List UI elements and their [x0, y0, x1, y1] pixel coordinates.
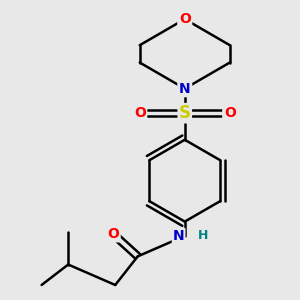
Text: S: S: [179, 104, 191, 122]
Text: N: N: [173, 229, 184, 243]
Text: O: O: [224, 106, 236, 120]
Text: O: O: [134, 106, 146, 120]
Text: H: H: [198, 230, 208, 242]
Text: O: O: [107, 227, 119, 241]
Text: O: O: [179, 12, 191, 26]
Text: N: N: [179, 82, 190, 96]
